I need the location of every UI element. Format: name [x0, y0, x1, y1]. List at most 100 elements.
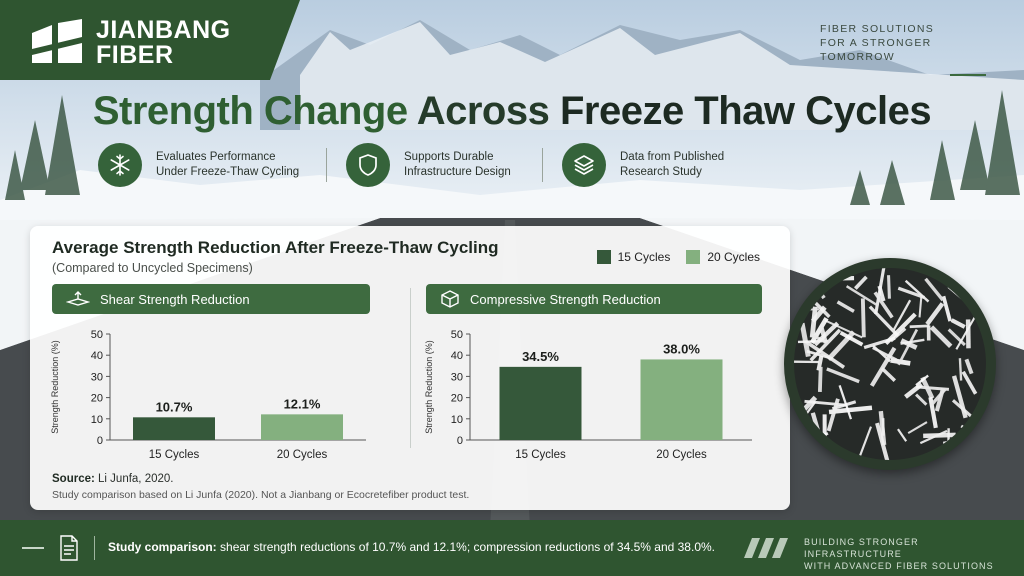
data-label: 34.5% [522, 349, 559, 364]
fiber-strand [809, 328, 842, 362]
shear-panel-title: Shear Strength Reduction [100, 291, 250, 307]
title-part3: Freeze Thaw Cycles [559, 89, 932, 133]
fiber-strand [930, 388, 947, 407]
y-tick-label: 0 [457, 435, 463, 447]
x-tick-label: 15 Cycles [149, 449, 200, 461]
footer-bold: Study comparison: [108, 540, 217, 554]
y-tick-label: 40 [91, 350, 103, 362]
fiber-strand [824, 319, 863, 339]
source-citation: Source: Li Junfa, 2020. [52, 473, 173, 485]
legend-swatch [596, 250, 611, 264]
chart-legend: 15 Cycles 20 Cycles [581, 250, 760, 264]
tagline-line2: FOR A STRONGER TOMORROW [820, 37, 932, 63]
feature-text: Supports Durable Infrastructure Design [404, 150, 564, 180]
fiber-strand [869, 346, 897, 387]
compressive-strength-chart: Strength Reduction (%) 0 10 20 30 40 50 34.5% 15… [424, 329, 752, 461]
fiber-strand [947, 286, 971, 306]
legend-label: 15 Cycles [617, 250, 671, 264]
fiber-strand [804, 339, 846, 369]
legend-label: 20 Cycles [707, 250, 760, 264]
document-icon [60, 535, 78, 561]
y-tick-label: 30 [451, 371, 463, 383]
legend-swatch [686, 250, 701, 264]
footer-separator [94, 536, 95, 560]
fiber-strand [868, 305, 900, 337]
feature-divider [326, 148, 327, 182]
tagline-underline [950, 74, 986, 76]
fiber-strand [813, 321, 840, 347]
y-tick-label: 10 [91, 414, 103, 426]
fiber-strand [904, 279, 930, 303]
feature-durable: Supports Durable Infrastructure Design [346, 142, 564, 188]
fiber-strand [836, 300, 855, 313]
fiber-strand [920, 376, 935, 400]
page-title: Strength Change Across Freeze Thaw Cycle… [0, 86, 1024, 136]
feature-line1: Supports Durable [404, 151, 494, 163]
company-logo-icon [32, 19, 82, 63]
fiber-strand [900, 338, 918, 350]
fiber-strand [947, 328, 966, 347]
fiber-strand [958, 358, 963, 381]
data-label: 38.0% [663, 341, 700, 356]
fiber-strand [951, 375, 968, 419]
fiber-strand [929, 325, 953, 348]
data-label: 12.1% [284, 396, 321, 411]
bar [499, 366, 582, 440]
fiber-strand [873, 291, 894, 319]
fiber-strand [804, 399, 848, 407]
brand-name-line2: FIBER [96, 41, 174, 69]
footer-dash [22, 547, 44, 549]
fiber-sample-image [784, 258, 996, 470]
fiber-strand [919, 429, 948, 445]
compressive-panel-title: Compressive Strength Reduction [470, 291, 661, 307]
brand-name: JIANBANG FIBER [96, 18, 266, 68]
y-tick-label: 50 [451, 329, 463, 341]
y-tick-label: 0 [97, 435, 103, 447]
fiber-strand [826, 367, 860, 384]
fiber-strand [900, 338, 925, 345]
fiber-strand [884, 312, 917, 345]
tagline: FIBER SOLUTIONS FOR A STRONGER TOMORROW [820, 22, 1000, 76]
feature-text: Evaluates Performance Under Freeze-Thaw … [156, 150, 316, 180]
fiber-strand [809, 306, 818, 338]
fiber-strand [809, 316, 829, 345]
cube-icon [441, 290, 459, 308]
x-tick-label: 20 Cycles [277, 449, 328, 461]
fiber-strand [806, 349, 834, 361]
fiber-strand [950, 318, 966, 329]
fiber-strand [887, 275, 891, 299]
fiber-strand [839, 330, 864, 347]
fiber-strand [838, 385, 853, 420]
bar [133, 417, 215, 440]
footer-text: shear strength reductions of 10.7% and 1… [216, 540, 715, 554]
feature-performance: Evaluates Performance Under Freeze-Thaw … [98, 142, 316, 188]
brand-header: JIANBANG FIBER [0, 0, 300, 80]
feature-line2: Infrastructure Design [404, 166, 511, 178]
fiber-strand [854, 275, 868, 290]
fiber-strand [918, 296, 923, 318]
footer-summary: Study comparison: shear strength reducti… [108, 540, 715, 554]
tagline-line1: FIBER SOLUTIONS [820, 23, 935, 35]
y-tick-label: 20 [451, 393, 463, 405]
fiber-strand [875, 422, 890, 460]
chart-card: Average Strength Reduction After Freeze-… [30, 226, 790, 510]
brand-name-line1: JIANBANG [96, 16, 231, 44]
y-tick-label: 40 [451, 350, 463, 362]
fiber-strand [941, 295, 952, 322]
fiber-strand [857, 426, 872, 460]
feature-line2: Research Study [620, 166, 702, 178]
data-label: 10.7% [156, 399, 193, 414]
bar [261, 414, 343, 440]
fiber-strand [826, 398, 840, 432]
feature-text: Data from Published Research Study [620, 150, 780, 180]
fiber-strand [897, 328, 919, 366]
fiber-strand [925, 302, 945, 326]
study-note: Study comparison based on Li Junfa (2020… [52, 489, 470, 501]
y-tick-label: 10 [451, 414, 463, 426]
title-part2: Across [416, 89, 560, 133]
y-tick-label: 30 [91, 371, 103, 383]
shear-icon [66, 291, 90, 306]
fiber-strands [794, 268, 986, 460]
feature-line1: Evaluates Performance [156, 151, 276, 163]
fiber-strand [892, 299, 912, 331]
